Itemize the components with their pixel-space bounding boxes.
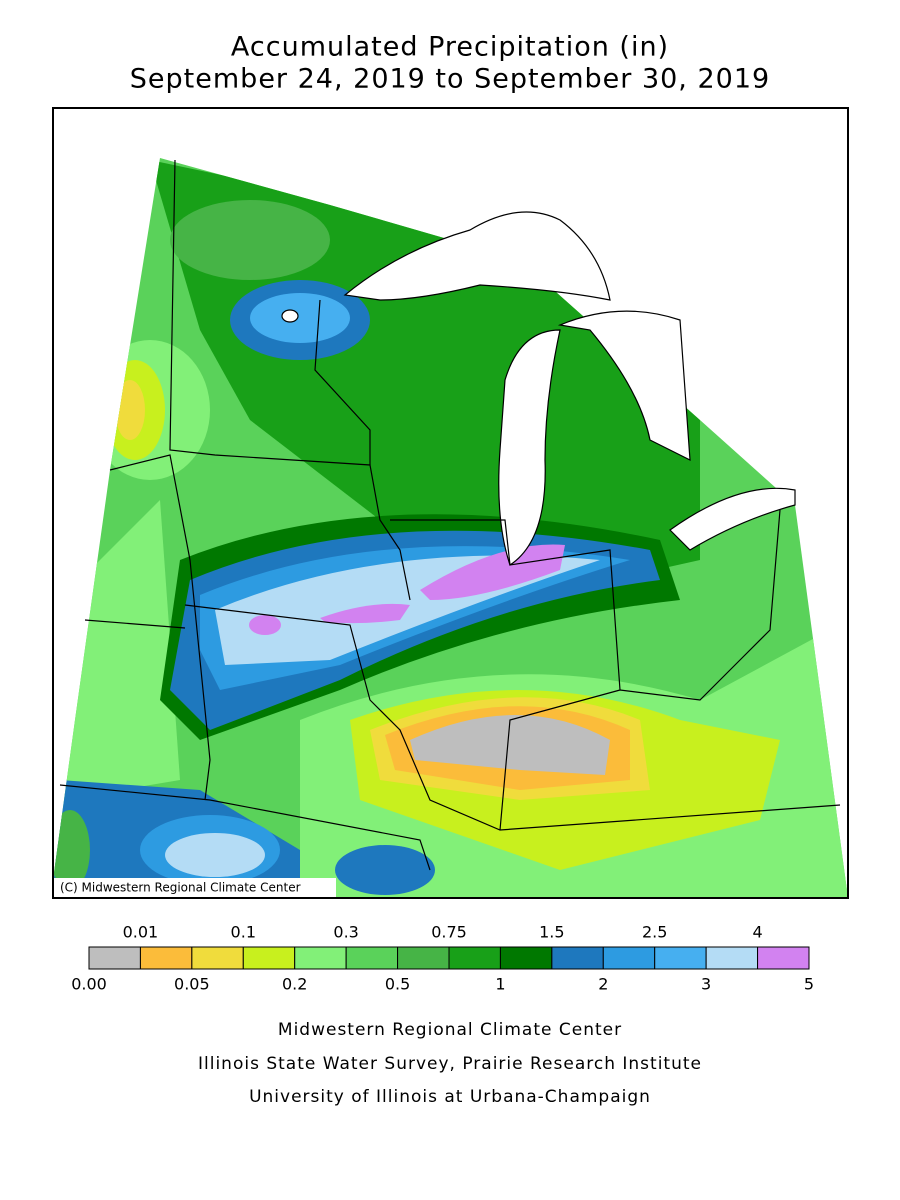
legend: 0.01 0.1 0.3 0.75 1.5 2.5 4 0.00 0.05 0.2 0.5 1 2 3 5 xyxy=(71,923,814,994)
legend-swatch xyxy=(88,946,141,970)
title-line-1: Accumulated Precipitation (in) xyxy=(231,32,669,63)
legend-swatch xyxy=(602,946,656,970)
legend-upper-label: 0.1 xyxy=(231,923,256,942)
legend-lower-label: 1 xyxy=(495,975,505,994)
credit-line: Illinois State Water Survey, Prairie Res… xyxy=(198,1054,702,1074)
legend-swatch xyxy=(139,946,193,970)
legend-upper-label: 0.3 xyxy=(333,923,358,942)
legend-swatch xyxy=(757,946,810,970)
legend-upper-label: 2.5 xyxy=(642,923,667,942)
legend-lower-label: 2 xyxy=(598,975,608,994)
credit-line: Midwestern Regional Climate Center xyxy=(278,1020,622,1040)
legend-lower-label: 0.00 xyxy=(71,975,107,994)
legend-lower-label: 5 xyxy=(804,975,814,994)
legend-swatch xyxy=(551,946,604,970)
map: (C) Midwestern Regional Climate Center xyxy=(52,107,849,899)
legend-lower-label: 0.2 xyxy=(282,975,307,994)
legend-lower-label: 0.5 xyxy=(385,975,410,994)
legend-upper-label: 4 xyxy=(752,923,762,942)
state-borders xyxy=(59,159,841,871)
legend-swatch xyxy=(397,946,450,970)
map-frame xyxy=(52,107,849,899)
legend-lower-label: 0.05 xyxy=(174,975,210,994)
lakes xyxy=(281,211,796,566)
legend-swatch xyxy=(191,946,244,970)
legend-swatch xyxy=(499,946,553,970)
legend-upper-label: 1.5 xyxy=(539,923,564,942)
legend-swatch xyxy=(448,946,501,970)
legend-upper-label: 0.75 xyxy=(431,923,467,942)
copyright-box xyxy=(54,878,336,897)
legend-lower-label: 3 xyxy=(701,975,711,994)
legend-swatch xyxy=(294,946,347,970)
legend-swatch xyxy=(345,946,399,970)
legend-swatch xyxy=(242,946,296,970)
legend-swatch xyxy=(705,946,759,970)
title-line-2: September 24, 2019 to September 30, 2019 xyxy=(130,64,770,95)
copyright: (C) Midwestern Regional Climate Center xyxy=(60,881,301,895)
legend-upper-label: 0.01 xyxy=(123,923,159,942)
legend-swatch xyxy=(654,946,707,970)
credit-line: University of Illinois at Urbana-Champai… xyxy=(249,1087,651,1107)
